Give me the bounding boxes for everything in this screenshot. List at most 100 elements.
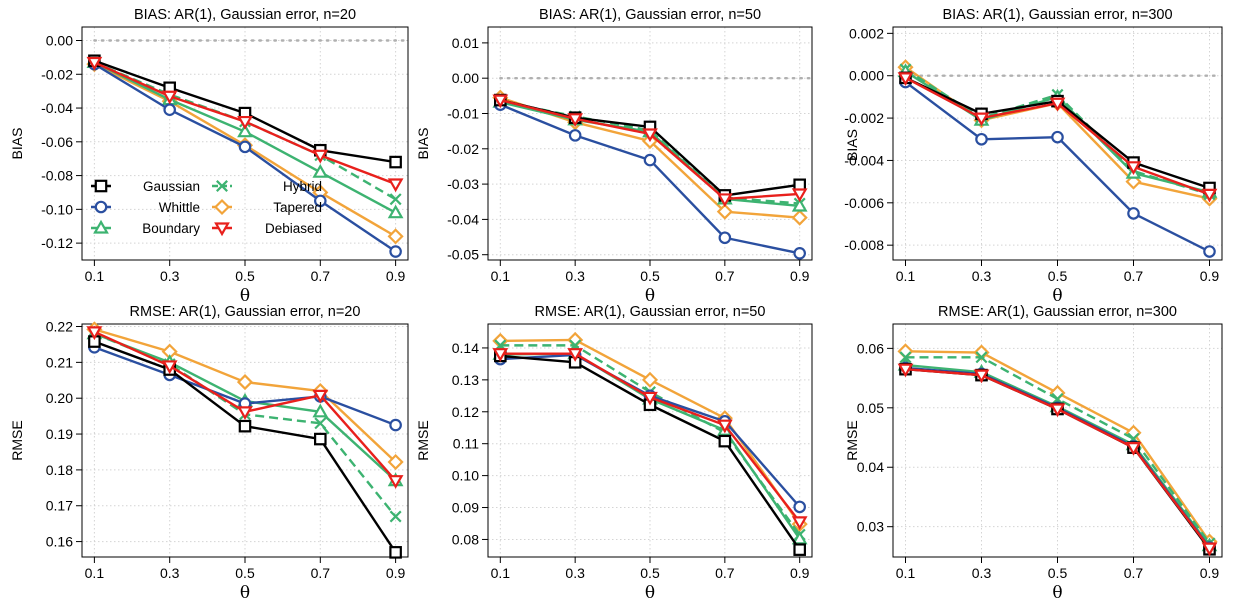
y-tick-label: -0.04 — [41, 100, 73, 116]
data-point-gaussian — [314, 432, 327, 446]
x-tick-label: 0.3 — [972, 565, 992, 581]
x-tick-label: 0.7 — [1124, 565, 1144, 581]
x-axis-label: θ — [1052, 583, 1062, 603]
x-axis-label: θ — [240, 286, 250, 306]
data-point-debiased — [716, 193, 733, 208]
x-tick-label: 0.9 — [790, 565, 810, 581]
x-tick-label: 0.3 — [160, 268, 180, 284]
data-point-whittle — [793, 246, 806, 260]
x-tick-label: 0.9 — [790, 268, 810, 284]
series-debiased — [897, 72, 1218, 203]
y-tick-label: 0.000 — [849, 68, 884, 84]
data-point-whittle — [1203, 245, 1216, 258]
data-point-tapered — [716, 203, 733, 220]
series-debiased — [492, 94, 808, 208]
y-axis-label: RMSE — [415, 420, 431, 460]
x-tick-label: 0.3 — [565, 268, 585, 284]
legend: Gaussian Whittle Boundary Hybrid Tapered Debi… — [91, 179, 322, 237]
x-tick-label: 0.5 — [235, 268, 255, 284]
data-point-debiased — [1125, 442, 1142, 456]
data-point-tapered — [791, 209, 808, 226]
y-tick-label: -0.004 — [844, 152, 884, 168]
x-tick-label: 0.5 — [640, 268, 660, 284]
legend-marker-tapered — [213, 198, 231, 216]
data-point-debiased — [312, 149, 329, 164]
y-tick-label: -0.06 — [41, 134, 73, 150]
x-tick-label: 0.7 — [715, 565, 735, 581]
legend-label: Hybrid — [283, 179, 322, 194]
legend-marker-debiased — [214, 222, 230, 237]
data-point-debiased — [973, 369, 990, 384]
data-point-whittle — [238, 140, 252, 154]
chart-panel-4: 0.22 0.21 0.20 0.19 0.18 0.17 0.16 0.1 0.3 0.5 0.7… — [9, 304, 409, 603]
data-point-debiased — [1049, 97, 1066, 112]
chart-panel-6: 0.06 0.05 0.04 0.03 0.1 0.3 0.5 0.7 0.9 RMSE: AR(… — [844, 304, 1223, 603]
y-tick-label: -0.02 — [447, 141, 479, 157]
x-tick-label: 0.7 — [311, 268, 331, 284]
data-point-whittle — [568, 129, 582, 142]
data-point-whittle — [643, 153, 657, 167]
y-tick-label: -0.05 — [447, 247, 479, 263]
x-tick-label: 0.9 — [386, 268, 406, 284]
x-tick-label: 0.3 — [160, 565, 180, 581]
y-axis-label: RMSE — [844, 420, 860, 460]
data-point-debiased — [492, 94, 509, 109]
y-tick-label: 0.19 — [46, 426, 73, 442]
series-debiased — [86, 326, 404, 489]
x-tick-label: 0.9 — [1200, 268, 1220, 284]
y-tick-label: -0.12 — [41, 235, 73, 251]
data-point-tapered — [973, 344, 990, 361]
chart-panel-1: 0.00 -0.02 -0.04 -0.06 -0.08 -0.10 -0.12 0.1 0.3… — [9, 7, 409, 306]
data-point-debiased — [387, 178, 404, 193]
y-tick-label: 0.04 — [857, 459, 884, 475]
data-point-hybrid — [975, 351, 988, 364]
y-tick-label: -0.03 — [447, 176, 479, 192]
data-point-debiased — [237, 115, 253, 130]
data-point-debiased — [1201, 542, 1218, 557]
data-point-tapered — [387, 228, 404, 245]
x-tick-label: 0.7 — [1124, 268, 1144, 284]
y-tick-label: 0.06 — [857, 340, 884, 356]
y-tick-label: -0.10 — [41, 201, 73, 217]
y-tick-label: 0.11 — [453, 436, 479, 452]
legend-label: Boundary — [142, 221, 200, 236]
series-debiased — [86, 56, 404, 193]
y-tick-label: 0.10 — [452, 468, 479, 484]
chart-title: BIAS: AR(1), Gaussian error, n=20 — [134, 7, 356, 23]
series-debiased — [492, 348, 808, 531]
data-point-debiased — [86, 326, 103, 341]
series-whittle — [899, 75, 1216, 258]
legend-label: Whittle — [159, 200, 200, 215]
y-tick-label: 0.08 — [452, 531, 479, 547]
data-point-boundary — [237, 123, 253, 138]
data-point-whittle — [1127, 207, 1140, 220]
chart-title: RMSE: AR(1), Gaussian error, n=20 — [130, 304, 361, 320]
series-line-hybrid — [500, 344, 801, 536]
y-tick-label: 0.16 — [46, 534, 73, 550]
data-point-gaussian — [238, 419, 252, 433]
chart-title: RMSE: AR(1), Gaussian error, n=300 — [938, 304, 1177, 320]
x-tick-label: 0.9 — [1200, 565, 1220, 581]
data-point-hybrid — [389, 193, 402, 206]
legend-label: Debiased — [265, 221, 322, 236]
data-point-debiased — [791, 188, 808, 203]
series-debiased — [897, 363, 1218, 557]
data-point-debiased — [1049, 403, 1066, 418]
data-point-debiased — [642, 391, 658, 406]
data-point-whittle — [389, 245, 402, 258]
y-axis-label: BIAS — [844, 129, 860, 161]
data-point-debiased — [492, 348, 509, 362]
y-tick-label: 0.20 — [46, 390, 73, 406]
y-tick-label: 0.00 — [452, 70, 479, 86]
y-tick-label: 0.13 — [452, 372, 479, 388]
legend-marker-gaussian — [94, 179, 108, 193]
y-tick-label: 0.22 — [46, 319, 73, 335]
x-tick-label: 0.1 — [491, 268, 511, 284]
data-point-boundary — [312, 403, 329, 418]
data-point-whittle — [163, 103, 176, 117]
legend-label: Tapered — [273, 200, 322, 215]
y-axis-label: BIAS — [415, 128, 431, 160]
y-tick-label: -0.008 — [844, 237, 884, 253]
data-point-debiased — [567, 113, 584, 127]
